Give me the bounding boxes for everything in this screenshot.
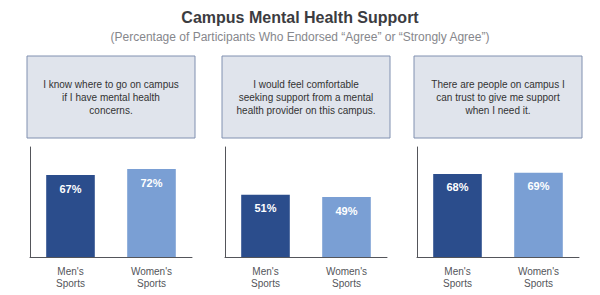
svg-text:Women's: Women's bbox=[131, 266, 172, 277]
svg-text:seeking support from a mental: seeking support from a mental bbox=[239, 92, 374, 103]
svg-text:72%: 72% bbox=[140, 177, 162, 189]
svg-text:if I have mental health: if I have mental health bbox=[62, 92, 160, 103]
svg-text:Women's: Women's bbox=[326, 266, 367, 277]
svg-text:Sports: Sports bbox=[443, 278, 472, 289]
svg-text:health provider on this campus: health provider on this campus. bbox=[237, 105, 376, 116]
svg-text:49%: 49% bbox=[335, 205, 357, 217]
svg-text:There are people on campus I: There are people on campus I bbox=[431, 79, 564, 90]
svg-text:(Percentage of Participants Wh: (Percentage of Participants Who Endorsed… bbox=[111, 30, 490, 44]
svg-text:Men's: Men's bbox=[57, 266, 83, 277]
svg-text:I would feel comfortable: I would feel comfortable bbox=[253, 79, 359, 90]
svg-text:Sports: Sports bbox=[251, 278, 280, 289]
svg-text:67%: 67% bbox=[59, 183, 81, 195]
svg-text:concerns.: concerns. bbox=[89, 105, 132, 116]
svg-text:Sports: Sports bbox=[524, 278, 553, 289]
svg-text:I know where to go on campus: I know where to go on campus bbox=[43, 79, 179, 90]
svg-text:51%: 51% bbox=[254, 202, 276, 214]
svg-text:68%: 68% bbox=[446, 181, 468, 193]
svg-text:Sports: Sports bbox=[332, 278, 361, 289]
svg-text:Campus Mental Health Support: Campus Mental Health Support bbox=[181, 9, 419, 26]
svg-text:69%: 69% bbox=[527, 180, 549, 192]
svg-text:Men's: Men's bbox=[444, 266, 470, 277]
svg-text:Sports: Sports bbox=[137, 278, 166, 289]
svg-text:when I need it.: when I need it. bbox=[464, 105, 530, 116]
svg-text:Women's: Women's bbox=[518, 266, 559, 277]
svg-text:Men's: Men's bbox=[252, 266, 278, 277]
svg-text:Sports: Sports bbox=[56, 278, 85, 289]
svg-text:can trust to give me support: can trust to give me support bbox=[436, 92, 560, 103]
